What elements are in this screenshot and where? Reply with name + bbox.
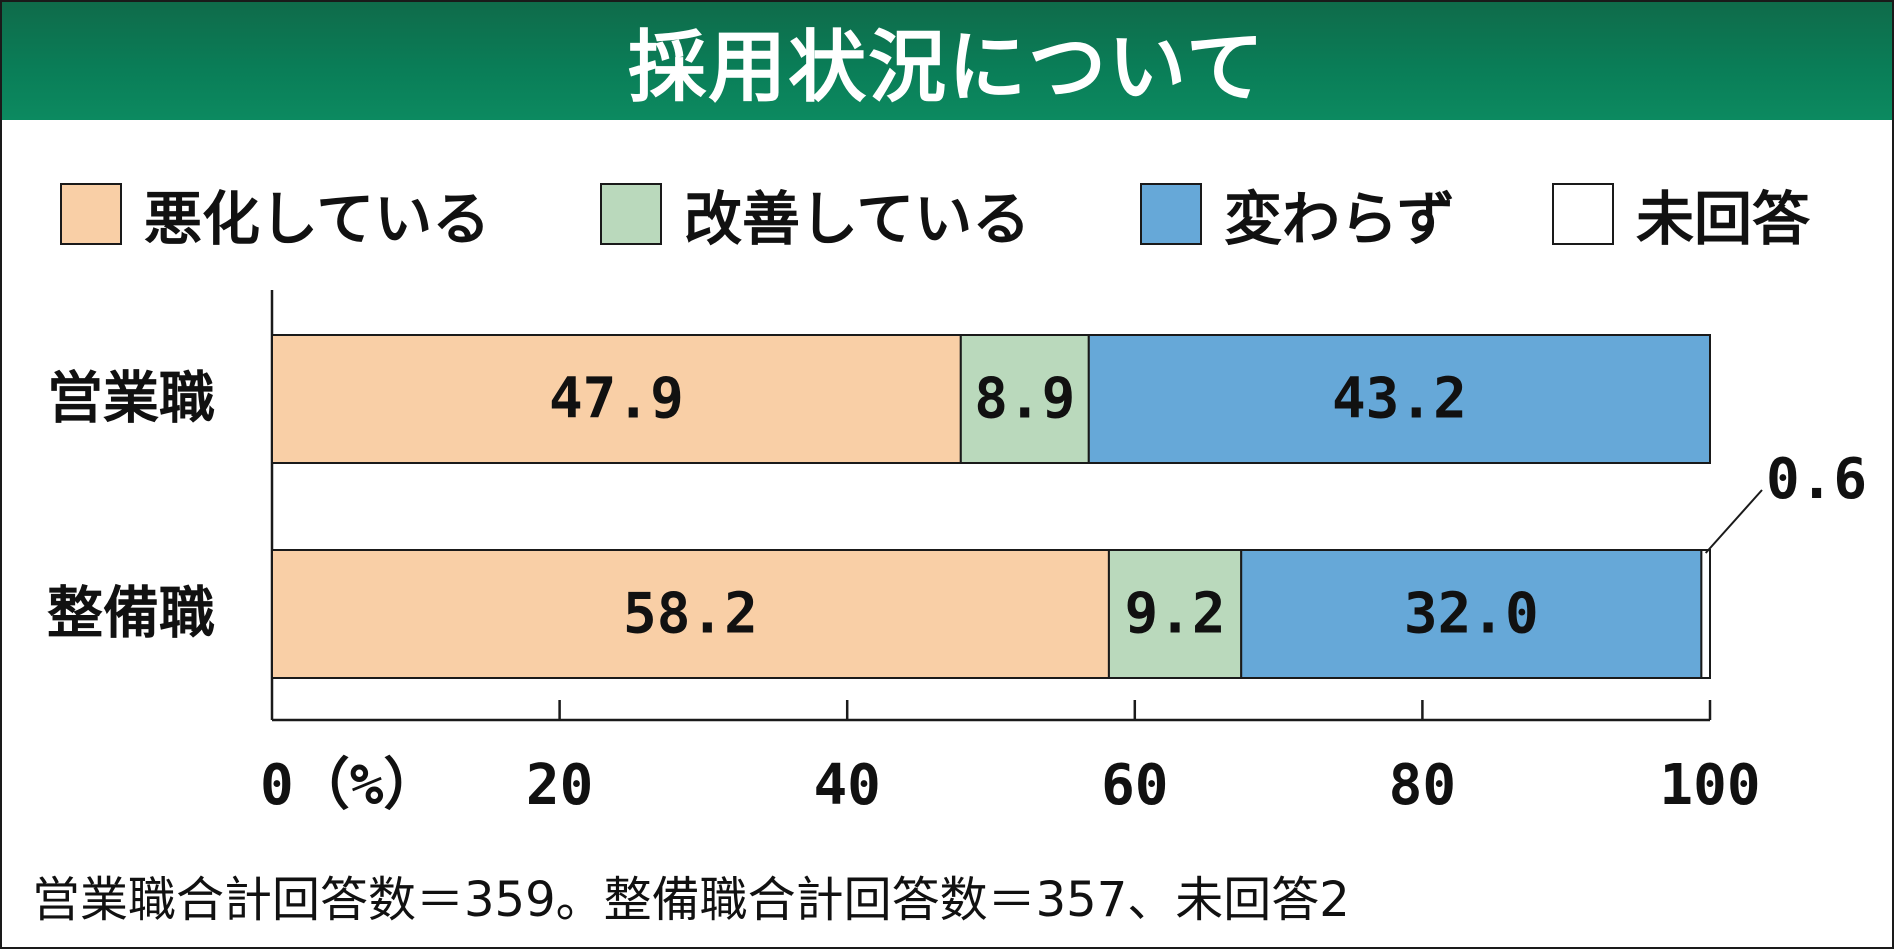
legend-item-unchanged: 変わらず (1140, 172, 1455, 256)
bar-improving-1 (959, 334, 1090, 464)
bar-worsening-2 (271, 549, 1110, 679)
legend-item-improving: 改善している (600, 172, 1030, 256)
legend-label-unchanged: 変わらず (1224, 185, 1455, 253)
row-label-2: 整備職 (47, 582, 215, 647)
x-tick-label-20: 20 (526, 753, 593, 818)
x-tick-label-80: 80 (1389, 753, 1456, 818)
x-tick-label-60: 60 (1101, 753, 1168, 818)
legend-label-improving: 改善している (684, 185, 1031, 253)
x-tick-label-40: 40 (813, 753, 880, 818)
bar-improving-2 (1107, 549, 1243, 679)
value-label-no-answer-2: 0.6 (1766, 447, 1867, 512)
value-label-unchanged-2: 32.0 (1404, 582, 1539, 647)
row-label-1: 営業職 (47, 367, 215, 432)
value-label-improving-2: 9.2 (1124, 582, 1225, 647)
legend-item-no-answer: 未回答 (1552, 172, 1810, 256)
legend-label-worsening: 悪化している (144, 185, 491, 253)
legend-item-worsening: 悪化している (60, 172, 490, 256)
plot-area: 営業職 47.9 8.9 43.2 整備職 58.2 9.2 32.0 0.6 0（%） 20 40 6… (47, 290, 1867, 818)
legend-swatch-no-answer (1552, 183, 1614, 245)
value-label-improving-1: 8.9 (974, 367, 1075, 432)
legend: 悪化している 改善している 変わらず 未回答 (2, 152, 1892, 262)
x-tick-label-100: 100 (1659, 753, 1760, 818)
legend-swatch-improving (600, 183, 662, 245)
bar-unchanged-1 (1087, 334, 1712, 464)
title-bar: 採用状況について (2, 2, 1892, 120)
value-label-worsening-2: 58.2 (623, 582, 758, 647)
legend-swatch-unchanged (1140, 183, 1202, 245)
bar-no-answer-2 (1700, 549, 1711, 679)
chart-title: 採用状況について (628, 23, 1266, 113)
bar-worsening-1 (271, 334, 962, 464)
bar-unchanged-2 (1240, 549, 1703, 679)
legend-swatch-worsening (60, 183, 122, 245)
value-label-worsening-1: 47.9 (549, 367, 684, 432)
legend-label-no-answer: 未回答 (1636, 185, 1811, 253)
leader-line-no-answer-2 (1704, 489, 1763, 554)
value-label-unchanged-1: 43.2 (1332, 367, 1467, 432)
footnote: 営業職合計回答数＝359。整備職合計回答数＝357、未回答2 (32, 872, 1350, 928)
x-tick-label-0: 0（%） (260, 753, 439, 818)
